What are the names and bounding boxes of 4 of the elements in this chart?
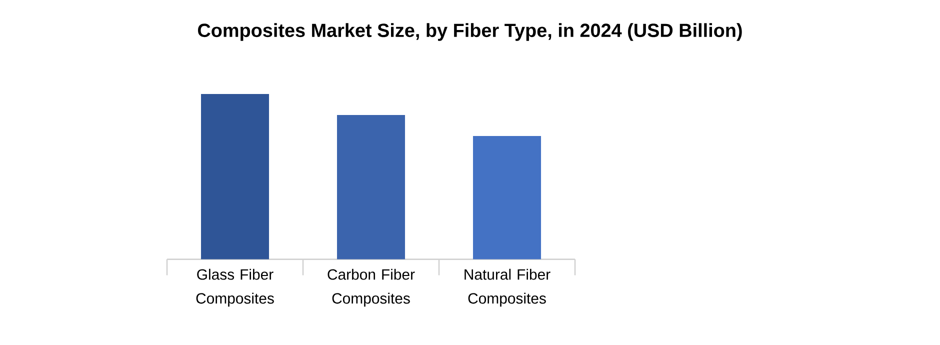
chart-title: Composites Market Size, by Fiber Type, in 2024 (USD Billion): [198, 23, 742, 41]
x-tick-label: Natural Fiber Composites: [464, 268, 550, 307]
x-tick-label: Glass Fiber Composites: [196, 268, 274, 307]
x-tick-label: Carbon Fiber Composites: [328, 268, 415, 307]
